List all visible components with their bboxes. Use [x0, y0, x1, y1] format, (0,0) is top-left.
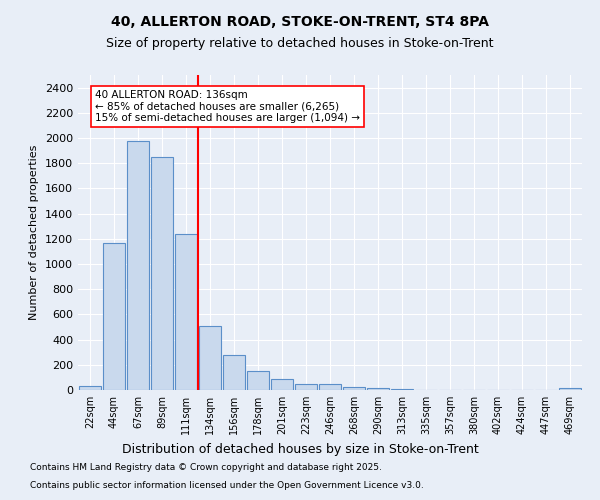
Text: 40 ALLERTON ROAD: 136sqm
← 85% of detached houses are smaller (6,265)
15% of sem: 40 ALLERTON ROAD: 136sqm ← 85% of detach… [95, 90, 360, 124]
Bar [127, 140, 149, 390]
Text: Size of property relative to detached houses in Stoke-on-Trent: Size of property relative to detached ho… [106, 38, 494, 51]
Y-axis label: Number of detached properties: Number of detached properties [29, 145, 40, 320]
Bar [343, 387, 365, 390]
Bar [175, 234, 197, 390]
Bar [79, 386, 101, 390]
Bar [559, 388, 581, 390]
Bar [367, 388, 389, 390]
Bar [247, 371, 269, 390]
Text: Distribution of detached houses by size in Stoke-on-Trent: Distribution of detached houses by size … [122, 442, 478, 456]
Text: 40, ALLERTON ROAD, STOKE-ON-TRENT, ST4 8PA: 40, ALLERTON ROAD, STOKE-ON-TRENT, ST4 8… [111, 15, 489, 29]
Bar [271, 378, 293, 390]
Text: Contains public sector information licensed under the Open Government Licence v3: Contains public sector information licen… [30, 481, 424, 490]
Bar [199, 326, 221, 390]
Bar [103, 242, 125, 390]
Bar [295, 384, 317, 390]
Text: Contains HM Land Registry data © Crown copyright and database right 2025.: Contains HM Land Registry data © Crown c… [30, 464, 382, 472]
Bar [151, 157, 173, 390]
Bar [223, 356, 245, 390]
Bar [319, 384, 341, 390]
